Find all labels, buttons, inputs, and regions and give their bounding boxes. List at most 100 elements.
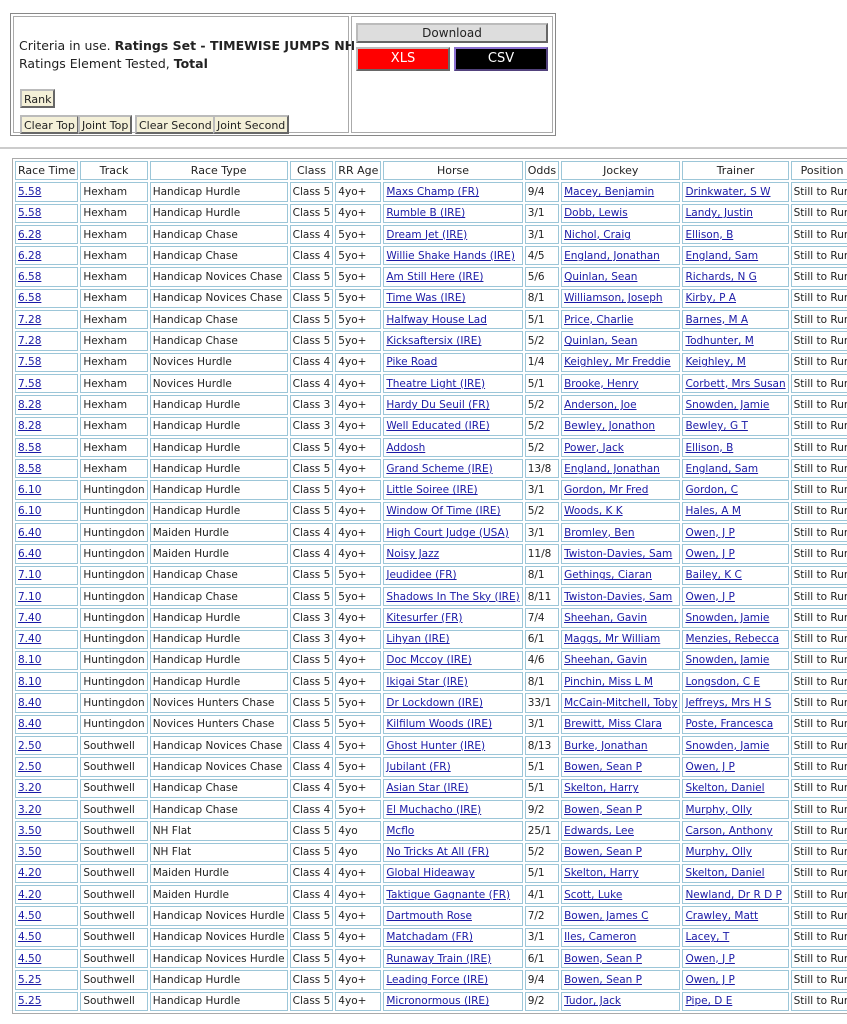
jockey-link[interactable]: Quinlan, Sean xyxy=(564,335,638,348)
trainer-link[interactable]: Crawley, Matt xyxy=(685,910,759,923)
race-time-link[interactable]: 7.10 xyxy=(18,569,42,582)
jockey-link[interactable]: Power, Jack xyxy=(564,441,624,454)
race-time-link[interactable]: 6.58 xyxy=(18,271,42,284)
jockey-link[interactable]: Anderson, Joe xyxy=(564,398,637,411)
race-time-link[interactable]: 4.50 xyxy=(18,952,42,965)
trainer-link[interactable]: Bailey, K C xyxy=(685,569,742,582)
race-time-link[interactable]: 7.28 xyxy=(18,313,42,326)
trainer-link[interactable]: Gordon, C xyxy=(685,484,738,497)
horse-link[interactable]: Theatre Light (IRE) xyxy=(386,377,486,390)
jockey-link[interactable]: McCain-Mitchell, Toby xyxy=(564,697,678,710)
jockey-link[interactable]: Dobb, Lewis xyxy=(564,207,628,220)
horse-link[interactable]: Addosh xyxy=(386,441,426,454)
race-time-link[interactable]: 5.25 xyxy=(18,973,42,986)
jockey-link[interactable]: Tudor, Jack xyxy=(564,995,622,1008)
race-time-link[interactable]: 6.58 xyxy=(18,292,42,305)
jockey-link[interactable]: Price, Charlie xyxy=(564,313,634,326)
horse-link[interactable]: Runaway Train (IRE) xyxy=(386,952,492,965)
horse-link[interactable]: Am Still Here (IRE) xyxy=(386,271,484,284)
clear-top-button[interactable]: Clear Top xyxy=(20,115,79,134)
horse-link[interactable]: Hardy Du Seuil (FR) xyxy=(386,398,490,411)
jockey-link[interactable]: Bowen, Sean P xyxy=(564,846,642,859)
trainer-link[interactable]: Owen, J P xyxy=(685,973,735,986)
horse-link[interactable]: Dr Lockdown (IRE) xyxy=(386,697,483,710)
horse-link[interactable]: Rumble B (IRE) xyxy=(386,207,466,220)
jockey-link[interactable]: England, Jonathan xyxy=(564,249,660,262)
trainer-link[interactable]: Drinkwater, S W xyxy=(685,185,771,198)
trainer-link[interactable]: Owen, J P xyxy=(685,590,735,603)
jockey-link[interactable]: England, Jonathan xyxy=(564,462,660,475)
race-time-link[interactable]: 2.50 xyxy=(18,739,42,752)
trainer-link[interactable]: Skelton, Daniel xyxy=(685,782,765,795)
race-time-link[interactable]: 4.20 xyxy=(18,867,42,880)
trainer-link[interactable]: Owen, J P xyxy=(685,526,735,539)
race-time-link[interactable]: 6.40 xyxy=(18,547,42,560)
horse-link[interactable]: Willie Shake Hands (IRE) xyxy=(386,249,515,262)
trainer-link[interactable]: Skelton, Daniel xyxy=(685,867,765,880)
trainer-link[interactable]: Kirby, P A xyxy=(685,292,736,305)
trainer-link[interactable]: Snowden, Jamie xyxy=(685,739,770,752)
trainer-link[interactable]: Landy, Justin xyxy=(685,207,753,220)
trainer-link[interactable]: Carson, Anthony xyxy=(685,824,773,837)
trainer-link[interactable]: Snowden, Jamie xyxy=(685,654,770,667)
horse-link[interactable]: Mcflo xyxy=(386,824,415,837)
race-time-link[interactable]: 6.10 xyxy=(18,505,42,518)
trainer-link[interactable]: Longsdon, C E xyxy=(685,675,761,688)
trainer-link[interactable]: Owen, J P xyxy=(685,547,735,560)
race-time-link[interactable]: 5.58 xyxy=(18,185,42,198)
trainer-link[interactable]: Ellison, B xyxy=(685,441,734,454)
trainer-link[interactable]: Murphy, Olly xyxy=(685,803,753,816)
horse-link[interactable]: Kilfilum Woods (IRE) xyxy=(386,718,493,731)
horse-link[interactable]: Well Educated (IRE) xyxy=(386,420,490,433)
trainer-link[interactable]: Todhunter, M xyxy=(685,335,754,348)
jockey-link[interactable]: Gethings, Ciaran xyxy=(564,569,652,582)
trainer-link[interactable]: England, Sam xyxy=(685,462,759,475)
xls-button[interactable]: XLS xyxy=(356,47,450,71)
trainer-link[interactable]: Jeffreys, Mrs H S xyxy=(685,697,772,710)
race-time-link[interactable]: 7.10 xyxy=(18,590,42,603)
race-time-link[interactable]: 4.50 xyxy=(18,931,42,944)
jockey-link[interactable]: Bowen, Sean P xyxy=(564,952,642,965)
horse-link[interactable]: Kicksaftersix (IRE) xyxy=(386,335,482,348)
race-time-link[interactable]: 7.40 xyxy=(18,611,42,624)
race-time-link[interactable]: 6.10 xyxy=(18,484,42,497)
race-time-link[interactable]: 8.58 xyxy=(18,441,42,454)
race-time-link[interactable]: 3.20 xyxy=(18,803,42,816)
horse-link[interactable]: Grand Scheme (IRE) xyxy=(386,462,493,475)
jockey-link[interactable]: Brewitt, Miss Clara xyxy=(564,718,662,731)
trainer-link[interactable]: Menzies, Rebecca xyxy=(685,633,780,646)
trainer-link[interactable]: Lacey, T xyxy=(685,931,730,944)
race-time-link[interactable]: 8.58 xyxy=(18,462,42,475)
horse-link[interactable]: Doc Mccoy (IRE) xyxy=(386,654,472,667)
horse-link[interactable]: Global Hideaway xyxy=(386,867,475,880)
race-time-link[interactable]: 7.58 xyxy=(18,356,42,369)
joint-second-button[interactable]: Joint Second xyxy=(213,115,290,134)
race-time-link[interactable]: 8.10 xyxy=(18,675,42,688)
jockey-link[interactable]: Twiston-Davies, Sam xyxy=(564,547,673,560)
race-time-link[interactable]: 6.28 xyxy=(18,228,42,241)
horse-link[interactable]: Time Was (IRE) xyxy=(386,292,466,305)
horse-link[interactable]: El Muchacho (IRE) xyxy=(386,803,482,816)
jockey-link[interactable]: Woods, K K xyxy=(564,505,623,518)
horse-link[interactable]: Dream Jet (IRE) xyxy=(386,228,468,241)
jockey-link[interactable]: Sheehan, Gavin xyxy=(564,654,648,667)
race-time-link[interactable]: 3.50 xyxy=(18,846,42,859)
horse-link[interactable]: Noisy Jazz xyxy=(386,547,440,560)
horse-link[interactable]: Little Soiree (IRE) xyxy=(386,484,478,497)
horse-link[interactable]: Leading Force (IRE) xyxy=(386,973,489,986)
trainer-link[interactable]: Owen, J P xyxy=(685,952,735,965)
horse-link[interactable]: Ghost Hunter (IRE) xyxy=(386,739,486,752)
race-time-link[interactable]: 3.50 xyxy=(18,824,42,837)
horse-link[interactable]: Lihyan (IRE) xyxy=(386,633,450,646)
race-time-link[interactable]: 8.28 xyxy=(18,420,42,433)
trainer-link[interactable]: Newland, Dr R D P xyxy=(685,888,782,901)
horse-link[interactable]: No Tricks At All (FR) xyxy=(386,846,490,859)
trainer-link[interactable]: Ellison, B xyxy=(685,228,734,241)
jockey-link[interactable]: Keighley, Mr Freddie xyxy=(564,356,671,369)
trainer-link[interactable]: Corbett, Mrs Susan xyxy=(685,377,786,390)
horse-link[interactable]: Maxs Champ (FR) xyxy=(386,185,480,198)
joint-top-button[interactable]: Joint Top xyxy=(78,115,133,134)
jockey-link[interactable]: Bowen, Sean P xyxy=(564,760,642,773)
jockey-link[interactable]: Sheehan, Gavin xyxy=(564,611,648,624)
race-time-link[interactable]: 4.20 xyxy=(18,888,42,901)
